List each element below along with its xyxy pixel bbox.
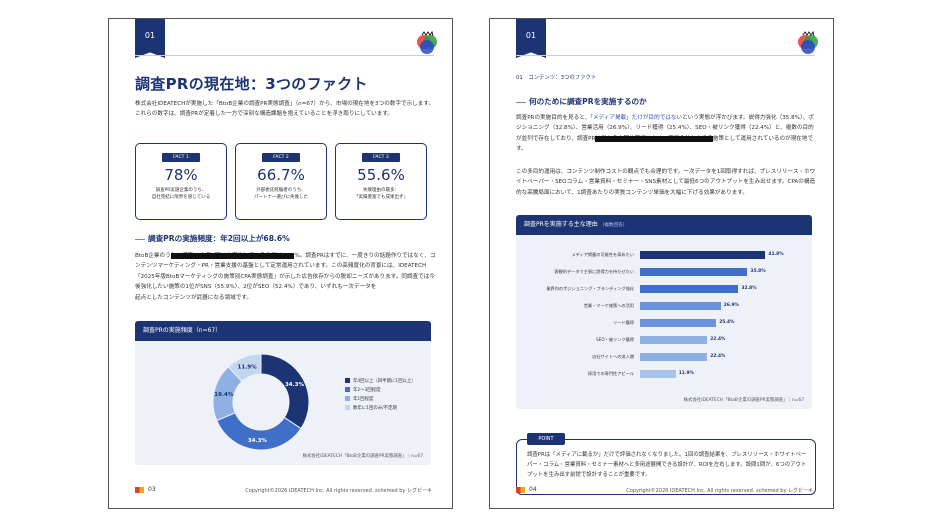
page-number: 03 <box>148 486 156 493</box>
bar-category-label: 営業・マーケ施策への活用 <box>583 303 634 308</box>
fact-tag: FACT 2 <box>262 153 300 162</box>
legend-item: 数年に1回のみ/不定期 <box>345 404 416 413</box>
point-text: 調査PRは「メディアに載るか」だけで評価されなくなりました。1回の調査結果を、プ… <box>527 452 807 478</box>
chart-subtitle: （複数回答） <box>599 223 628 228</box>
fact-desc-line2: パートナー選びに失敗した <box>254 195 308 200</box>
bar-value-label: 32.8% <box>741 286 757 291</box>
brand-mark-icon <box>135 486 144 493</box>
fact-desc-line1: 外部委託経験者のうち、 <box>256 188 306 193</box>
breadcrumb: 01 コンテンツ：3つのファクト <box>516 75 597 81</box>
bar-value-label: 35.8% <box>750 269 766 274</box>
legend-label: 年1回程度 <box>353 397 374 402</box>
donut-label-1: 34.3% <box>285 382 305 388</box>
donut-legend: 年4回以上（四半期に1回以上） 年2〜3回程度 年1回程度数年に1回のみ/不定期 <box>345 377 416 413</box>
bar-value-label: 41.8% <box>768 252 784 257</box>
legend-swatch <box>345 396 350 401</box>
legend-swatch <box>345 378 350 383</box>
legend-item: 年1回程度 <box>345 395 416 404</box>
copyright: Copyright©2026 IDEATECH Inc. All rights … <box>245 488 432 494</box>
fact-desc-line2: 「実績豊富でも成果出ず」 <box>354 195 408 200</box>
fact-tag: FACT 1 <box>162 153 200 162</box>
legend-label: 年2〜3回程度 <box>353 388 381 393</box>
bar <box>640 353 708 361</box>
company-logo-icon <box>798 31 818 54</box>
intro-text: 株式会社IDEATECHが実施した「BtoB企業の調査PR実態調査」（n=67）… <box>135 101 434 118</box>
fact-card-3: FACT 3 55.6% 失敗理由の最多： 「実績豊富でも成果出ず」 <box>335 143 427 220</box>
donut-label-2: 34.3% <box>248 438 268 444</box>
bar-category-label: 客観的データで主張に説得力を持たせたい <box>554 269 634 274</box>
bar-value-label: 26.9% <box>723 303 739 308</box>
bar-category-label: リード獲得 <box>613 320 634 325</box>
bar-category-label: メディア掲載の可能性を高めたい <box>571 252 634 257</box>
body-text-2: この多目的運用は、コンテンツ制作コストの観点でも合理的です。一次データを1回取得… <box>516 169 816 196</box>
bar-value-label: 11.9% <box>678 371 694 376</box>
highlight-text: 「メディア掲載」だけが目的ではない <box>590 115 683 121</box>
chapter-tab: 01 <box>135 19 165 58</box>
legend-item: 年2〜3回程度 <box>345 386 416 395</box>
chart-source: 株式会社IDEATECH「BtoB企業の調査PR実態調査」｜n=67 <box>302 454 423 459</box>
page-footer: 04 Copyright©2026 IDEATECH Inc. All righ… <box>516 486 813 498</box>
fact-card-1: FACT 1 78% 調査PR実施企業のうち、 自社完結に限界を感じている <box>135 143 227 220</box>
bar-category-label: SEO・被リンク獲得 <box>596 337 634 342</box>
fact-desc-line2: 自社完結に限界を感じている <box>151 195 211 200</box>
bar <box>640 370 676 378</box>
company-logo-icon <box>417 31 437 54</box>
section-heading: 何のために調査PRを実施するのか <box>516 96 647 107</box>
donut-label-3: 19.4% <box>214 392 234 398</box>
bar-value-label: 25.4% <box>719 320 735 325</box>
legend-label: 数年に1回のみ/不定期 <box>353 406 397 411</box>
bar <box>640 268 748 276</box>
point-tag: POINT <box>527 433 565 445</box>
donut-slice-4 <box>227 353 262 383</box>
fact-value: 78% <box>164 166 198 184</box>
fact-tag: FACT 3 <box>362 153 400 162</box>
donut-chart: 34.3% 34.3% 19.4% 11.9% <box>212 353 310 451</box>
page-footer: 03 Copyright©2026 IDEATECH Inc. All righ… <box>135 486 432 498</box>
fact-desc-line1: 調査PR実施企業のうち、 <box>155 188 207 193</box>
fact-card-2: FACT 2 66.7% 外部委託経験者のうち、 パートナー選びに失敗した <box>235 143 327 220</box>
bar-value-label: 22.4% <box>710 354 726 359</box>
copyright: Copyright©2026 IDEATECH Inc. All rights … <box>626 488 813 494</box>
point-box: POINT 調査PRは「メディアに載るか」だけで評価されなくなりました。1回の調… <box>516 433 816 495</box>
page-04: 01 01 コンテンツ：3つのファクト 何のために調査PRを実施するのか 調査P… <box>489 18 834 509</box>
legend-swatch <box>345 405 350 410</box>
fact-value: 55.6% <box>357 166 405 184</box>
page-03: 01 調査PRの現在地：3つのファクト 株式会社IDEATECHが実施した「Bt… <box>108 18 453 509</box>
bar <box>640 336 708 344</box>
bar-category-label: 自社サイトへの流入増 <box>592 354 634 359</box>
legend-swatch <box>345 387 350 392</box>
chapter-tab: 01 <box>516 19 546 58</box>
frequency-chart-panel: 調査PRの実施頻度（n=67） 34.3% 34.3% 19.4% 11.9% 年4回… <box>135 321 431 465</box>
redacted-text: ち、調査PRを年2回以上実施している企業は68.6 <box>170 253 295 259</box>
body-text: BtoB企業のうち、調査PRを年2回以上実施している企業は68.6%。調査PRは… <box>135 253 436 301</box>
page-number: 04 <box>529 486 537 493</box>
bar-category-label: 業界内のポジショニング・ブランディング強化 <box>546 286 634 291</box>
brand-mark-icon <box>516 486 525 493</box>
bar-category-label: 採用での専門性アピール <box>587 371 634 376</box>
donut-label-4: 11.9% <box>238 365 258 371</box>
header-rule <box>516 55 815 56</box>
reasons-chart-panel: 調査PRを実施する主な理由 （複数回答） メディア掲載の可能性を高めたい 41.8… <box>516 215 812 409</box>
bar-value-label: 22.4% <box>710 337 726 342</box>
fact-desc-line1: 失敗理由の最多： <box>363 188 399 193</box>
fact-value: 66.7% <box>257 166 305 184</box>
redacted-text: は単なる広報施策ではなく、事業全体を支える <box>595 135 713 142</box>
body-text-1: 調査PRの実施目的を見ると、「メディア掲載」だけが目的ではないという実態が浮かび… <box>516 115 814 153</box>
bar <box>640 285 739 293</box>
chart-title: 調査PRを実施する主な理由 （複数回答） <box>516 215 812 235</box>
page-title: 調査PRの現在地：3つのファクト <box>135 75 368 93</box>
chart-title: 調査PRの実施頻度（n=67） <box>135 321 431 341</box>
chart-source: 株式会社IDEATECH「BtoB企業の調査PR実態調査」｜n=67 <box>683 398 804 403</box>
bar <box>640 319 717 327</box>
bar <box>640 302 721 310</box>
legend-item: 年4回以上（四半期に1回以上） <box>345 377 416 386</box>
section-heading: 調査PRの実施頻度：年2回以上が68.6% <box>135 233 290 244</box>
header-rule <box>135 55 434 56</box>
bar <box>640 251 766 259</box>
legend-label: 年4回以上（四半期に1回以上） <box>353 379 416 384</box>
